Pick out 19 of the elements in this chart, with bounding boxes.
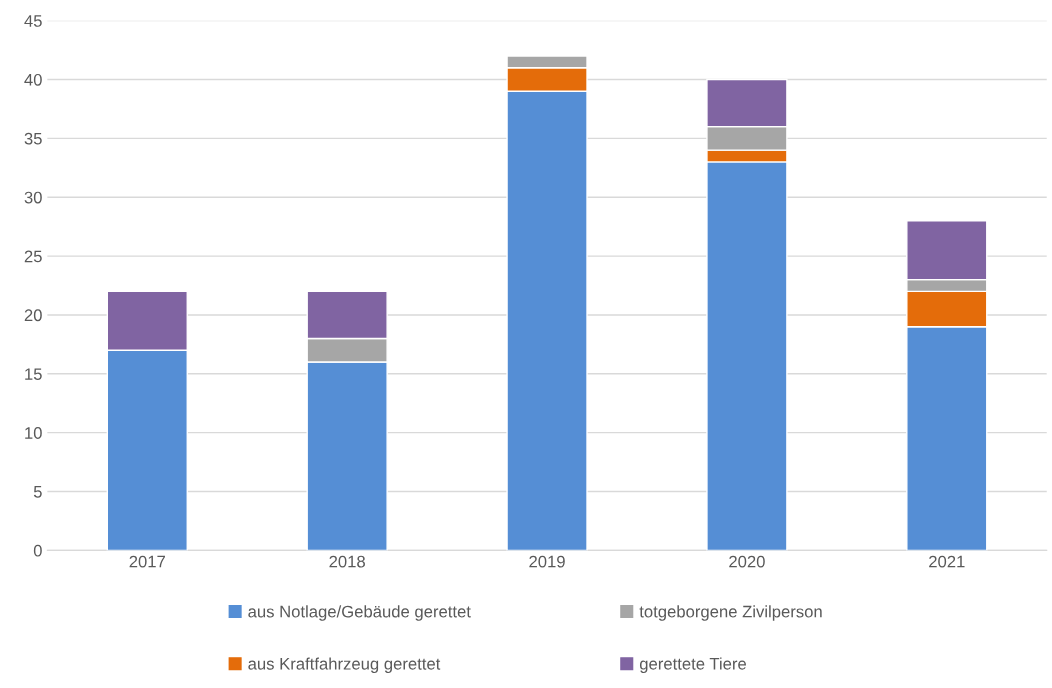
x-tick-label: 2020 (729, 555, 765, 568)
y-tick-label: 0 (33, 544, 42, 557)
y-tick-label: 15 (25, 368, 42, 381)
y-tick-label: 5 (33, 486, 42, 498)
y-tick-label: 40 (24, 73, 42, 86)
legend-label: gerettete Tiere (639, 657, 746, 673)
y-tick-label: 10 (25, 427, 42, 439)
y-tick-label: 25 (24, 250, 42, 263)
x-tick-label: 2018 (329, 555, 365, 568)
x-tick-label: 2017 (129, 555, 165, 568)
legend-label: aus Notlage/Gebäude gerettet (248, 605, 471, 621)
x-tick-label: 2021 (929, 555, 965, 568)
x-tick-label: 2019 (529, 555, 565, 568)
y-tick-label: 20 (24, 309, 42, 322)
y-tick-label: 30 (24, 191, 42, 204)
y-tick-label: 35 (24, 132, 42, 145)
legend-label: aus Kraftfahrzeug gerettet (248, 657, 441, 673)
legend-label: totgeborgene Zivilperson (639, 605, 822, 621)
y-tick-label: 45 (24, 15, 42, 27)
